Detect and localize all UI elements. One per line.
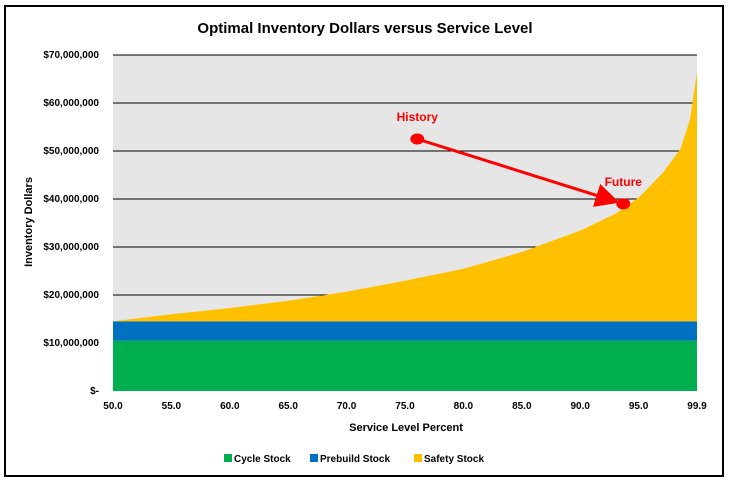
- y-tick-label: $-: [90, 386, 99, 397]
- y-tick-label: $10,000,000: [43, 338, 99, 349]
- x-tick-label: 85.0: [512, 401, 532, 412]
- y-tick-label: $50,000,000: [43, 146, 99, 157]
- point-future: [616, 198, 631, 210]
- plot-area: [113, 54, 697, 391]
- y-axis-label: Inventory Dollars: [23, 177, 35, 267]
- area-prebuild-stock: [113, 321, 697, 341]
- y-tick-label: $70,000,000: [43, 50, 99, 61]
- x-tick-label: 65.0: [278, 401, 298, 412]
- label-history: History: [397, 110, 439, 124]
- legend-swatch: [310, 454, 318, 462]
- chart-title: Optimal Inventory Dollars versus Service…: [197, 20, 532, 37]
- x-axis-label: Service Level Percent: [349, 422, 463, 434]
- legend-swatch: [224, 454, 232, 462]
- x-tick-label: 50.0: [103, 401, 123, 412]
- x-tick-label: 75.0: [395, 401, 415, 412]
- area-cycle-stock: [113, 340, 697, 391]
- label-future: Future: [605, 175, 643, 189]
- y-tick-label: $60,000,000: [43, 98, 99, 109]
- x-tick-label: 95.0: [629, 401, 649, 412]
- x-tick-label: 60.0: [220, 401, 240, 412]
- legend: Cycle Stock Prebuild Stock Safety Stock: [224, 454, 484, 465]
- x-tick-label: 90.0: [570, 401, 590, 412]
- legend-label: Safety Stock: [424, 454, 484, 465]
- point-history: [410, 133, 425, 145]
- x-tick-label: 99.9: [687, 401, 707, 412]
- x-tick-label: 80.0: [454, 401, 474, 412]
- legend-swatch: [414, 454, 422, 462]
- legend-label: Cycle Stock: [234, 454, 291, 465]
- x-tick-label: 70.0: [337, 401, 357, 412]
- y-tick-label: $30,000,000: [43, 242, 99, 253]
- y-tick-label: $40,000,000: [43, 194, 99, 205]
- legend-label: Prebuild Stock: [320, 454, 390, 465]
- y-tick-label: $20,000,000: [43, 290, 99, 301]
- x-tick-label: 55.0: [162, 401, 182, 412]
- area-safety-stock: [113, 71, 697, 322]
- trend-arrow: [416, 137, 620, 207]
